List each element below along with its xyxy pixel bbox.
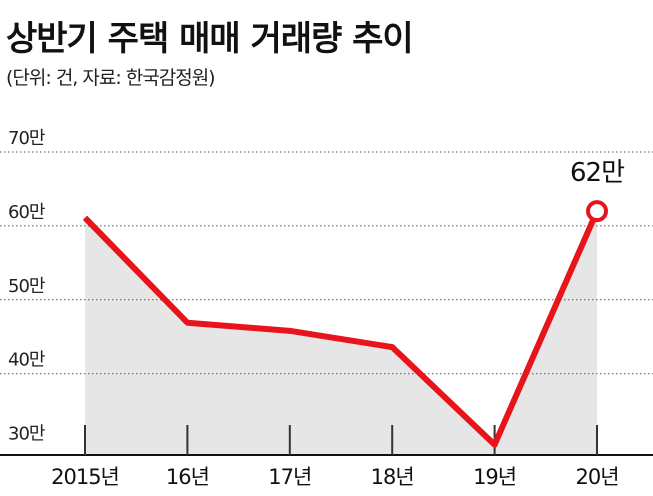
x-tick-label: 20년	[575, 465, 618, 489]
end-marker	[586, 200, 608, 223]
chart-subtitle: (단위: 건, 자료: 한국감정원)	[6, 67, 215, 89]
area	[85, 211, 597, 455]
data-label: 62만	[570, 158, 624, 188]
x-tick-label: 17년	[268, 465, 311, 489]
y-tick-label: 40만	[8, 350, 45, 371]
chart-title: 상반기 주택 매매 거래량 추이	[6, 19, 413, 59]
y-tick-label: 50만	[8, 276, 45, 297]
x-tick-label: 19년	[473, 465, 516, 489]
y-tick-label: 70만	[8, 128, 45, 149]
y-tick-label: 60만	[8, 202, 45, 223]
x-tick-label: 18년	[371, 465, 414, 489]
x-tick-label: 2015년	[51, 465, 119, 489]
x-tick-label: 16년	[166, 465, 209, 489]
y-tick-label: 30만	[8, 424, 45, 445]
line	[82, 209, 600, 448]
